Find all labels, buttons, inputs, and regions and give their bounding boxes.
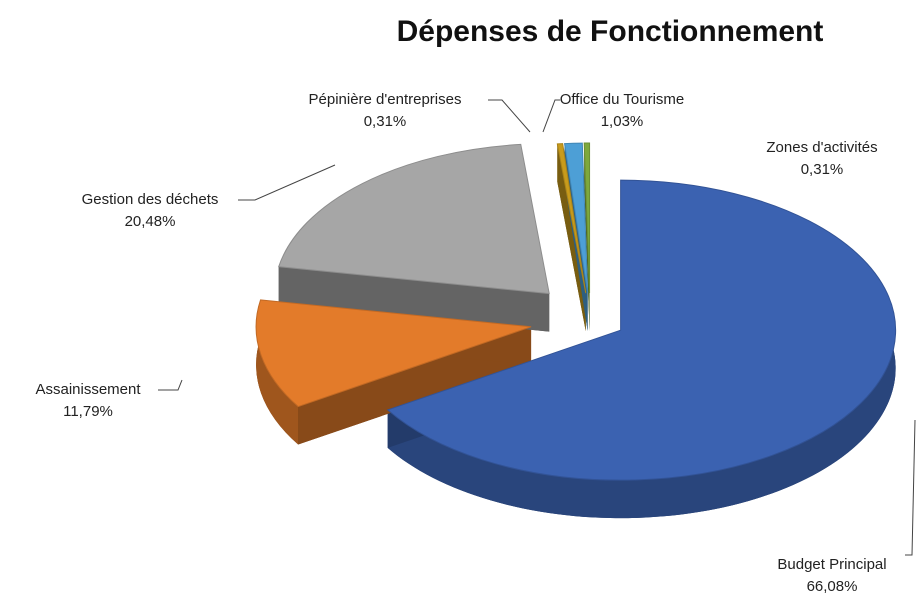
slice-wall: [278, 266, 550, 332]
leader-line: [238, 164, 336, 201]
slice: [556, 143, 587, 294]
leader-line: [905, 419, 916, 556]
data-label-value: 0,31%: [801, 161, 844, 178]
data-label-value: 20,48%: [125, 213, 176, 230]
data-label-value: 0,31%: [364, 113, 407, 130]
pie-tops: [255, 142, 897, 481]
data-label-value: 11,79%: [63, 403, 113, 420]
slice: [386, 179, 897, 481]
data-label-name: Zones d'activités: [766, 139, 877, 156]
data-label-value: 66,08%: [807, 578, 858, 595]
data-label-name: Pépinière d'entreprises: [309, 91, 462, 108]
data-label-name: Budget Principal: [777, 556, 886, 573]
leader-line: [542, 99, 560, 133]
slice: [255, 299, 532, 408]
slice: [583, 142, 591, 294]
data-label-name: Office du Tourisme: [560, 91, 685, 108]
leader-line: [158, 379, 183, 391]
slice: [563, 142, 589, 294]
chart-title: Dépenses de Fonctionnement: [397, 15, 824, 48]
data-label-value: 1,03%: [601, 113, 644, 130]
slice-rim: [256, 299, 299, 445]
data-label-name: Gestion des déchets: [82, 191, 219, 208]
leader-line: [488, 99, 531, 133]
slice: [278, 143, 550, 295]
data-label-name: Assainissement: [35, 381, 141, 398]
